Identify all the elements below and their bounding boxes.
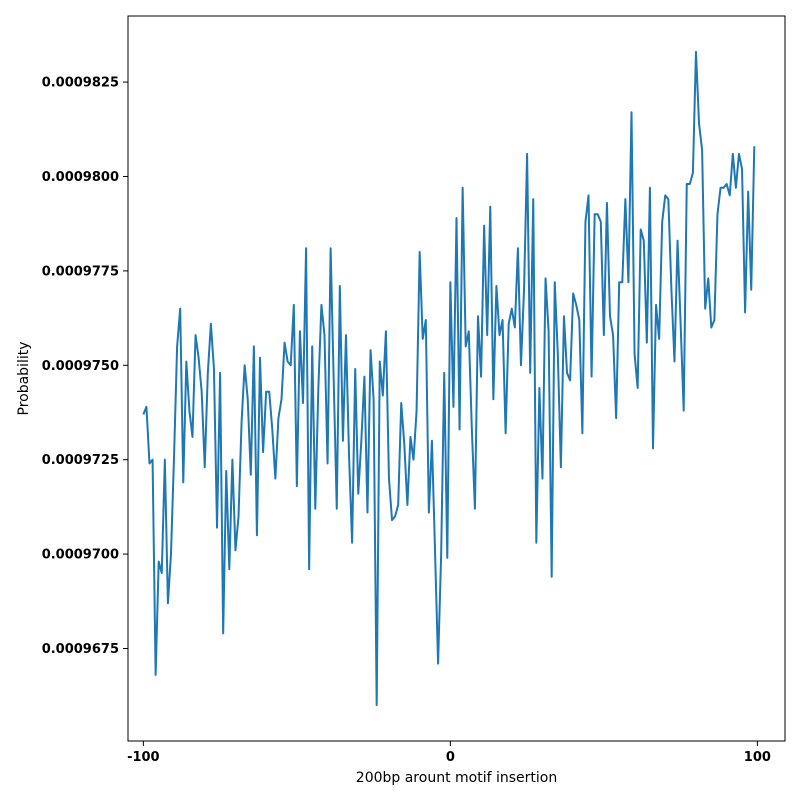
y-tick-label: 0.0009725: [42, 453, 119, 468]
x-axis-label: 200bp arount motif insertion: [356, 770, 557, 786]
y-tick-label: 0.0009825: [42, 76, 119, 91]
y-tick-label: 0.0009800: [42, 170, 119, 185]
y-tick-label: 0.0009775: [42, 264, 119, 279]
series-line-0: [142, 50, 756, 707]
x-tick-label: 0: [446, 750, 455, 765]
x-axis-ticks: -100 0 100: [127, 741, 771, 765]
x-tick-label: -100: [127, 750, 160, 765]
x-tick-label: 100: [744, 750, 771, 765]
y-tick-label: 0.0009750: [42, 359, 119, 374]
plot-area: [142, 50, 756, 707]
plot-frame: [127, 15, 786, 742]
y-tick-label: 0.0009675: [42, 642, 119, 657]
y-axis-ticks: 0.0009675 0.0009700 0.0009725 0.0009750 0.00…: [42, 76, 128, 657]
y-axis-label: Probability: [16, 341, 32, 415]
y-tick-label: 0.0009700: [42, 548, 119, 563]
